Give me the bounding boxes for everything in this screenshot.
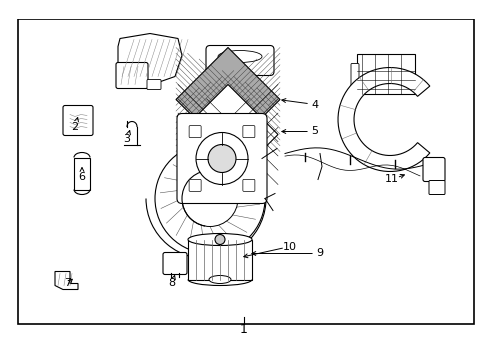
Polygon shape xyxy=(55,271,78,289)
Circle shape xyxy=(215,234,224,244)
Text: 10: 10 xyxy=(283,242,296,252)
Ellipse shape xyxy=(203,138,231,149)
Circle shape xyxy=(207,144,236,172)
Text: 8: 8 xyxy=(168,279,175,288)
FancyBboxPatch shape xyxy=(189,179,201,192)
FancyBboxPatch shape xyxy=(147,80,161,90)
Circle shape xyxy=(196,132,247,184)
FancyBboxPatch shape xyxy=(428,180,444,194)
Text: 3: 3 xyxy=(123,135,130,144)
Text: 11: 11 xyxy=(384,175,398,184)
Ellipse shape xyxy=(187,234,251,246)
FancyBboxPatch shape xyxy=(422,158,444,181)
Text: 5: 5 xyxy=(311,126,318,136)
FancyBboxPatch shape xyxy=(163,252,186,274)
FancyBboxPatch shape xyxy=(63,105,93,135)
Bar xyxy=(356,54,414,94)
Text: 2: 2 xyxy=(71,122,79,131)
Text: 1: 1 xyxy=(240,323,247,336)
FancyBboxPatch shape xyxy=(243,126,254,138)
Text: 7: 7 xyxy=(64,279,71,288)
Text: 9: 9 xyxy=(316,248,323,258)
Polygon shape xyxy=(337,68,429,171)
Bar xyxy=(74,158,90,189)
FancyBboxPatch shape xyxy=(177,113,266,203)
FancyBboxPatch shape xyxy=(205,45,273,76)
FancyBboxPatch shape xyxy=(189,126,201,138)
Bar xyxy=(187,239,251,279)
FancyBboxPatch shape xyxy=(350,63,358,87)
Circle shape xyxy=(182,171,238,226)
FancyBboxPatch shape xyxy=(116,63,148,89)
Circle shape xyxy=(155,144,264,253)
FancyBboxPatch shape xyxy=(243,179,254,192)
Polygon shape xyxy=(178,85,278,184)
Text: 6: 6 xyxy=(79,171,85,181)
Polygon shape xyxy=(118,33,182,84)
Polygon shape xyxy=(176,48,280,152)
Ellipse shape xyxy=(208,275,230,284)
Ellipse shape xyxy=(218,50,262,63)
Text: 4: 4 xyxy=(311,99,318,109)
